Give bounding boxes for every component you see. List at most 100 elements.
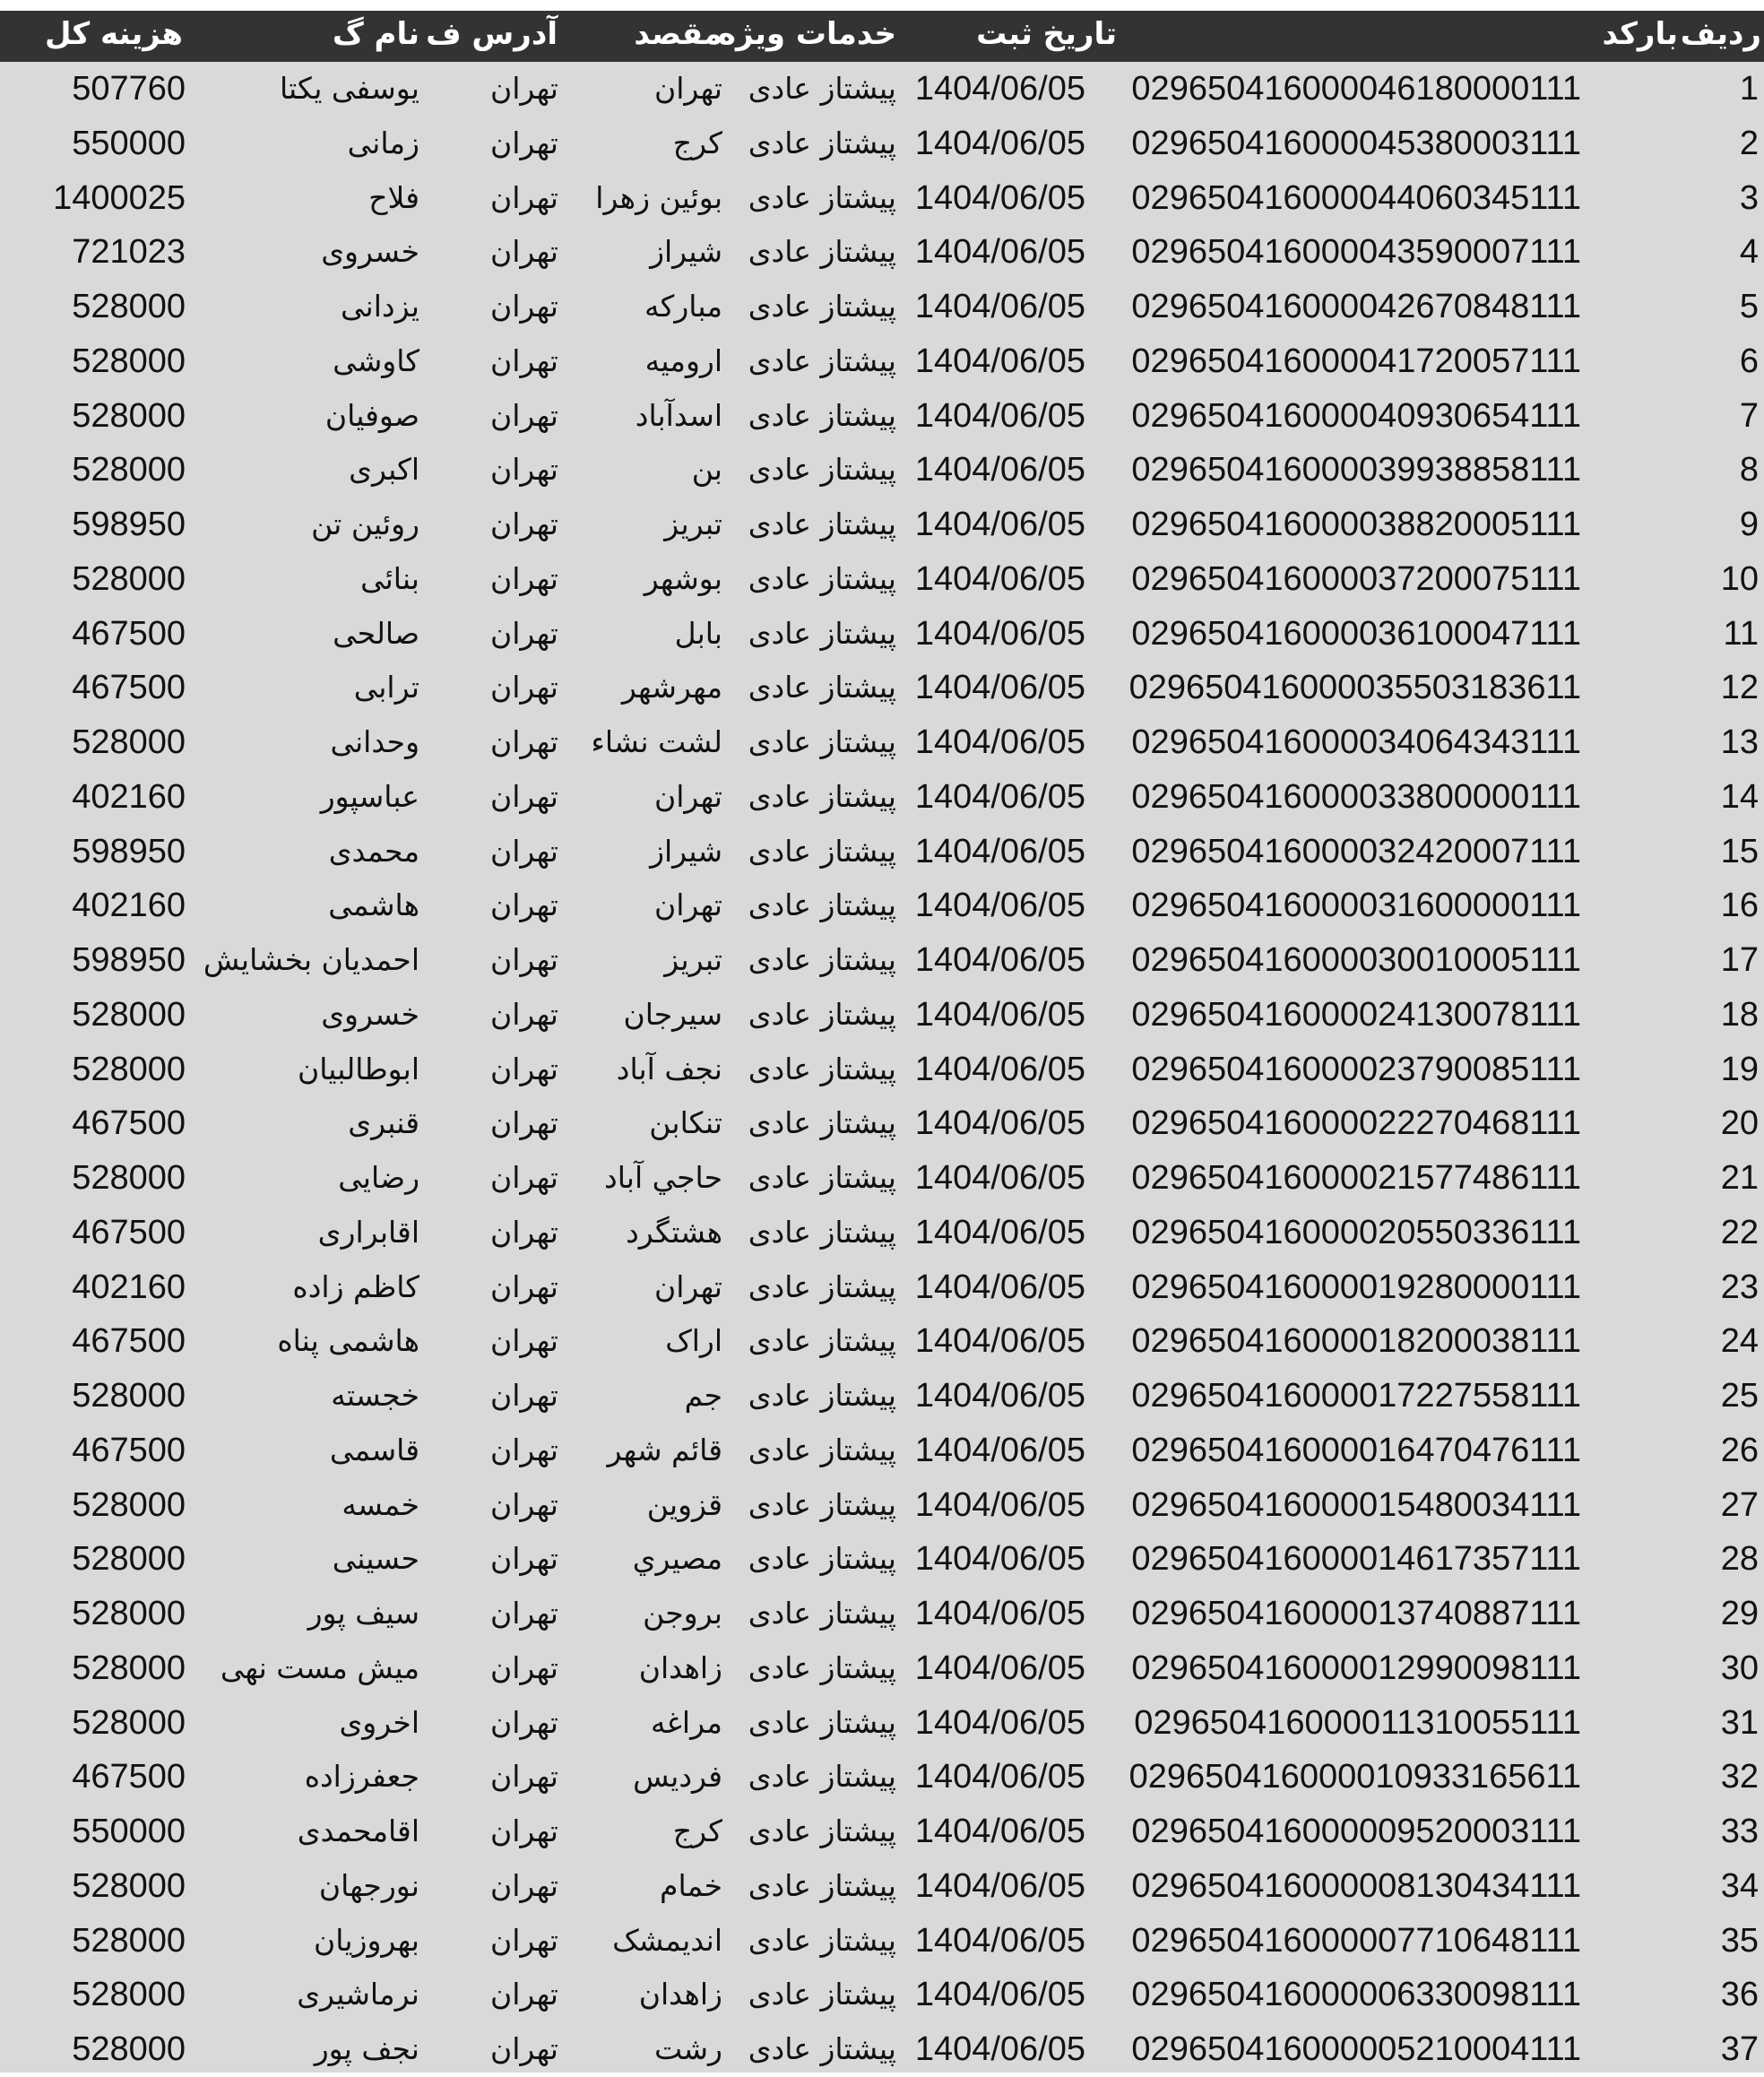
address-cell: تهران [489, 1649, 558, 1685]
header-destination: مقصد [634, 16, 722, 52]
row-number-cell: 26 [1720, 1431, 1759, 1469]
header-total-cost: هزینه کل [45, 16, 183, 52]
service-cell: پیشتاز عادی [748, 1432, 896, 1467]
service-cell: پیشتاز عادی [748, 1051, 896, 1086]
total-cost-cell: 467500 [72, 1431, 186, 1469]
recipient-name-cell: کاظم زاده [292, 1268, 419, 1304]
recipient-name-cell: یوسفی یکتا [280, 71, 419, 106]
date-cell: 1404/06/05 [914, 2030, 1085, 2068]
header-date: تاریخ ثبت [976, 16, 1117, 52]
recipient-name-cell: حسینی [332, 1541, 419, 1577]
recipient-name-cell: صالحی [333, 615, 419, 651]
row-number-cell: 15 [1720, 832, 1759, 870]
barcode-cell: 029650416000036100047111 [1131, 614, 1581, 653]
date-cell: 1404/06/05 [914, 1104, 1085, 1143]
date-cell: 1404/06/05 [914, 1377, 1085, 1415]
table-row: 37 029650416000005210004111 1404/06/05 پیشت… [0, 2022, 1764, 2077]
destination-cell: رشت [654, 2031, 722, 2066]
date-cell: 1404/06/05 [914, 559, 1085, 598]
row-number-cell: 3 [1739, 178, 1759, 217]
row-number-cell: 31 [1720, 1703, 1759, 1742]
service-cell: پیشتاز عادی [748, 833, 896, 869]
date-cell: 1404/06/05 [914, 1758, 1085, 1796]
date-cell: 1404/06/05 [914, 1813, 1085, 1850]
address-cell: تهران [489, 125, 558, 160]
address-cell: تهران [489, 234, 558, 270]
address-cell: تهران [489, 179, 558, 215]
destination-cell: زاهدان [638, 1649, 722, 1685]
destination-cell: مهرشهر [621, 670, 722, 705]
table-row: 18 029650416000024130078111 1404/06/05 پیشت… [0, 988, 1764, 1043]
total-cost-cell: 528000 [72, 559, 186, 598]
date-cell: 1404/06/05 [914, 669, 1085, 707]
row-number-cell: 23 [1720, 1268, 1759, 1306]
table-row: 36 029650416000006330098111 1404/06/05 پیشت… [0, 1968, 1764, 2022]
destination-cell: هشتگرد [626, 1214, 722, 1250]
barcode-cell: 029650416000046180000111 [1131, 70, 1581, 108]
table-row: 35 029650416000007710648111 1404/06/05 پیشت… [0, 1914, 1764, 1969]
recipient-name-cell: اخروی [339, 1704, 419, 1740]
address-cell: تهران [489, 1486, 558, 1522]
barcode-cell: 029650416000043590007111 [1131, 233, 1581, 272]
total-cost-cell: 528000 [72, 1159, 186, 1197]
table-header: ردیف بارکد تاریخ ثبت خدمات ویژه مقصد آدر… [0, 11, 1764, 62]
recipient-name-cell: خمسه [342, 1486, 419, 1522]
service-cell: پیشتاز عادی [748, 452, 896, 488]
destination-cell: تهران [653, 71, 722, 106]
barcode-cell: 029650416000045380003111 [1131, 124, 1581, 162]
recipient-name-cell: اقابراری [317, 1214, 419, 1250]
address-cell: تهران [489, 397, 558, 433]
destination-cell: تهران [653, 887, 722, 923]
table-row: 16 029650416000031600000111 1404/06/05 پیشت… [0, 878, 1764, 933]
row-number-cell: 5 [1739, 288, 1759, 325]
total-cost-cell: 598950 [72, 941, 186, 979]
destination-cell: تنکابن [649, 1105, 722, 1141]
table-row: 17 029650416000030010005111 1404/06/05 پیشت… [0, 933, 1764, 988]
row-number-cell: 9 [1739, 506, 1759, 543]
address-cell: تهران [489, 1323, 558, 1359]
barcode-cell: 029650416000015480034111 [1131, 1485, 1581, 1524]
table-row: 8 029650416000039938858111 1404/06/05 پیشتا… [0, 443, 1764, 498]
row-number-cell: 13 [1720, 723, 1759, 761]
date-cell: 1404/06/05 [914, 1976, 1085, 2014]
barcode-cell: 029650416000009520003111 [1131, 1813, 1581, 1850]
row-number-cell: 34 [1720, 1866, 1759, 1905]
total-cost-cell: 528000 [72, 288, 186, 325]
service-cell: پیشتاز عادی [748, 179, 896, 215]
service-cell: پیشتاز عادی [748, 71, 896, 106]
row-number-cell: 22 [1720, 1213, 1759, 1251]
date-cell: 1404/06/05 [914, 451, 1085, 489]
destination-cell: حاجي آباد [604, 1160, 722, 1195]
recipient-name-cell: ابوطالبیان [298, 1051, 419, 1086]
table-row: 11 029650416000036100047111 1404/06/05 پیشت… [0, 607, 1764, 662]
table-row: 13 029650416000034064343111 1404/06/05 پیشت… [0, 715, 1764, 770]
barcode-cell: 029650416000013740887111 [1131, 1595, 1581, 1632]
service-cell: پیشتاز عادی [748, 1704, 896, 1740]
address-cell: تهران [489, 2031, 558, 2066]
recipient-name-cell: میش مست نهی [220, 1649, 419, 1685]
row-number-cell: 7 [1739, 396, 1759, 435]
table-row: 3 029650416000044060345111 1404/06/05 پیشتا… [0, 171, 1764, 226]
shipment-table: ردیف بارکد تاریخ ثبت خدمات ویژه مقصد آدر… [0, 11, 1764, 2073]
row-number-cell: 2 [1739, 124, 1759, 162]
address-cell: تهران [489, 1867, 558, 1903]
destination-cell: بوئین زهرا [595, 179, 722, 215]
total-cost-cell: 402160 [72, 887, 186, 925]
barcode-cell: 029650416000017227558111 [1131, 1377, 1581, 1415]
service-cell: پیشتاز عادی [748, 234, 896, 270]
destination-cell: کرج [672, 125, 722, 160]
address-cell: تهران [489, 833, 558, 869]
destination-cell: زاهدان [638, 1977, 722, 2012]
destination-cell: اندیمشک [612, 1922, 722, 1958]
date-cell: 1404/06/05 [914, 288, 1085, 325]
total-cost-cell: 402160 [72, 777, 186, 816]
service-cell: پیشتاز عادی [748, 1649, 896, 1685]
total-cost-cell: 528000 [72, 1921, 186, 1960]
destination-cell: فردیس [633, 1759, 722, 1795]
barcode-cell: 029650416000037200075111 [1131, 559, 1581, 598]
service-cell: پیشتاز عادی [748, 615, 896, 651]
row-number-cell: 12 [1720, 669, 1759, 707]
row-number-cell: 19 [1720, 1050, 1759, 1088]
row-number-cell: 32 [1720, 1758, 1759, 1796]
address-cell: تهران [489, 615, 558, 651]
